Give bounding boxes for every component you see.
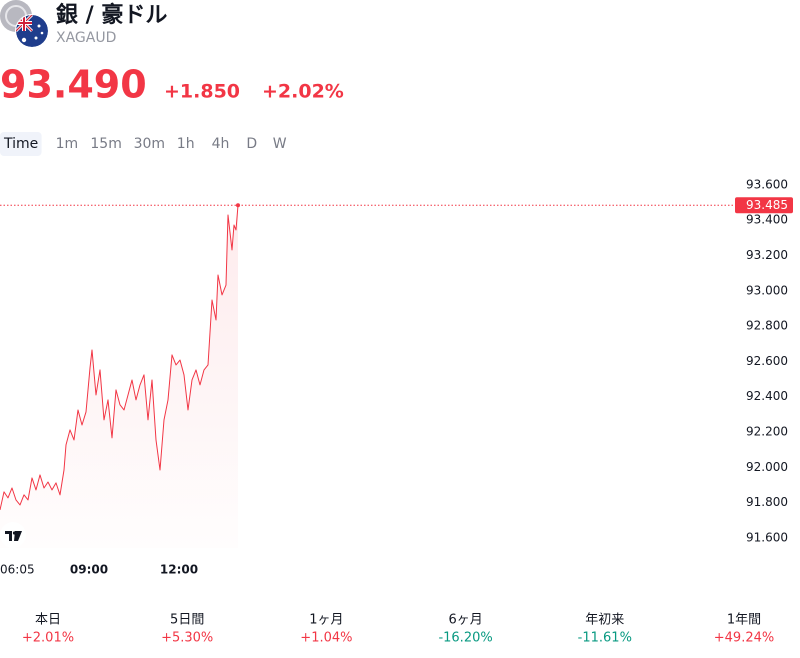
price-line: [0, 205, 239, 510]
y-tick-label: 92.800: [746, 319, 788, 333]
tab-active-bg: [0, 132, 42, 156]
y-tick-label: 91.600: [746, 530, 788, 544]
timeframe-tab[interactable]: W: [273, 136, 287, 152]
timeframe-tab[interactable]: Time: [3, 136, 38, 152]
y-tick-label: 92.000: [746, 460, 788, 474]
last-price-label: 93.485: [746, 198, 788, 212]
timeframe-tab[interactable]: 30m: [134, 136, 165, 152]
x-tick-label: 09:00: [70, 563, 108, 577]
period-change[interactable]: +2.01%: [22, 631, 74, 646]
chart: 93.600 93.400 93.200 93.000 92.800 92.600 92.4…: [0, 177, 793, 577]
period-label[interactable]: 6ヶ月: [448, 613, 482, 628]
price-change: +1.850: [164, 81, 240, 103]
area-fill: [0, 205, 238, 549]
period-change[interactable]: +5.30%: [161, 631, 213, 646]
period-change[interactable]: -11.61%: [578, 631, 632, 646]
y-tick-label: 93.000: [746, 283, 788, 297]
y-tick-label: 93.600: [746, 177, 788, 191]
y-tick-label: 92.400: [746, 389, 788, 403]
period-label[interactable]: 年初来: [585, 613, 624, 628]
y-tick-label: 92.200: [746, 425, 788, 439]
last-price-badge: [735, 197, 793, 214]
y-tick-label: 93.400: [746, 213, 788, 227]
period-label[interactable]: 1年間: [727, 613, 761, 628]
timeframe-tab[interactable]: 1m: [56, 136, 79, 152]
x-tick-label: 06:05: [0, 563, 35, 577]
logo: [0, 522, 26, 548]
timeframe-tab[interactable]: 4h: [212, 136, 230, 152]
x-tick-label: 12:00: [160, 563, 198, 577]
price-change-pct: +2.02%: [262, 81, 344, 103]
symbol-title: 銀 / 豪ドル: [56, 2, 167, 28]
period-label[interactable]: 本日: [35, 613, 61, 628]
timeframe-tabs: Time 1m 15m 30m 1h 4h D W: [0, 132, 287, 156]
timeframe-tab[interactable]: 15m: [90, 136, 121, 152]
timeframe-tab[interactable]: 1h: [177, 136, 195, 152]
y-tick-label: 93.200: [746, 248, 788, 262]
timeframe-tab[interactable]: D: [246, 136, 257, 152]
y-tick-label: 91.800: [746, 495, 788, 509]
period-label[interactable]: 1ヶ月: [309, 613, 343, 628]
performance-row: 本日 +2.01% 5日間 +5.30% 1ヶ月 +1.04% 6ヶ月 -16.20% 年初来 -…: [22, 613, 774, 646]
y-tick-label: 92.600: [746, 354, 788, 368]
symbol-icon: [0, 0, 49, 48]
price: 93.490: [0, 63, 147, 107]
period-change[interactable]: -16.20%: [438, 631, 492, 646]
period-change[interactable]: +1.04%: [300, 631, 352, 646]
period-change[interactable]: +49.24%: [714, 631, 774, 646]
symbol-code: XAGAUD: [56, 30, 116, 46]
period-label[interactable]: 5日間: [170, 613, 204, 628]
